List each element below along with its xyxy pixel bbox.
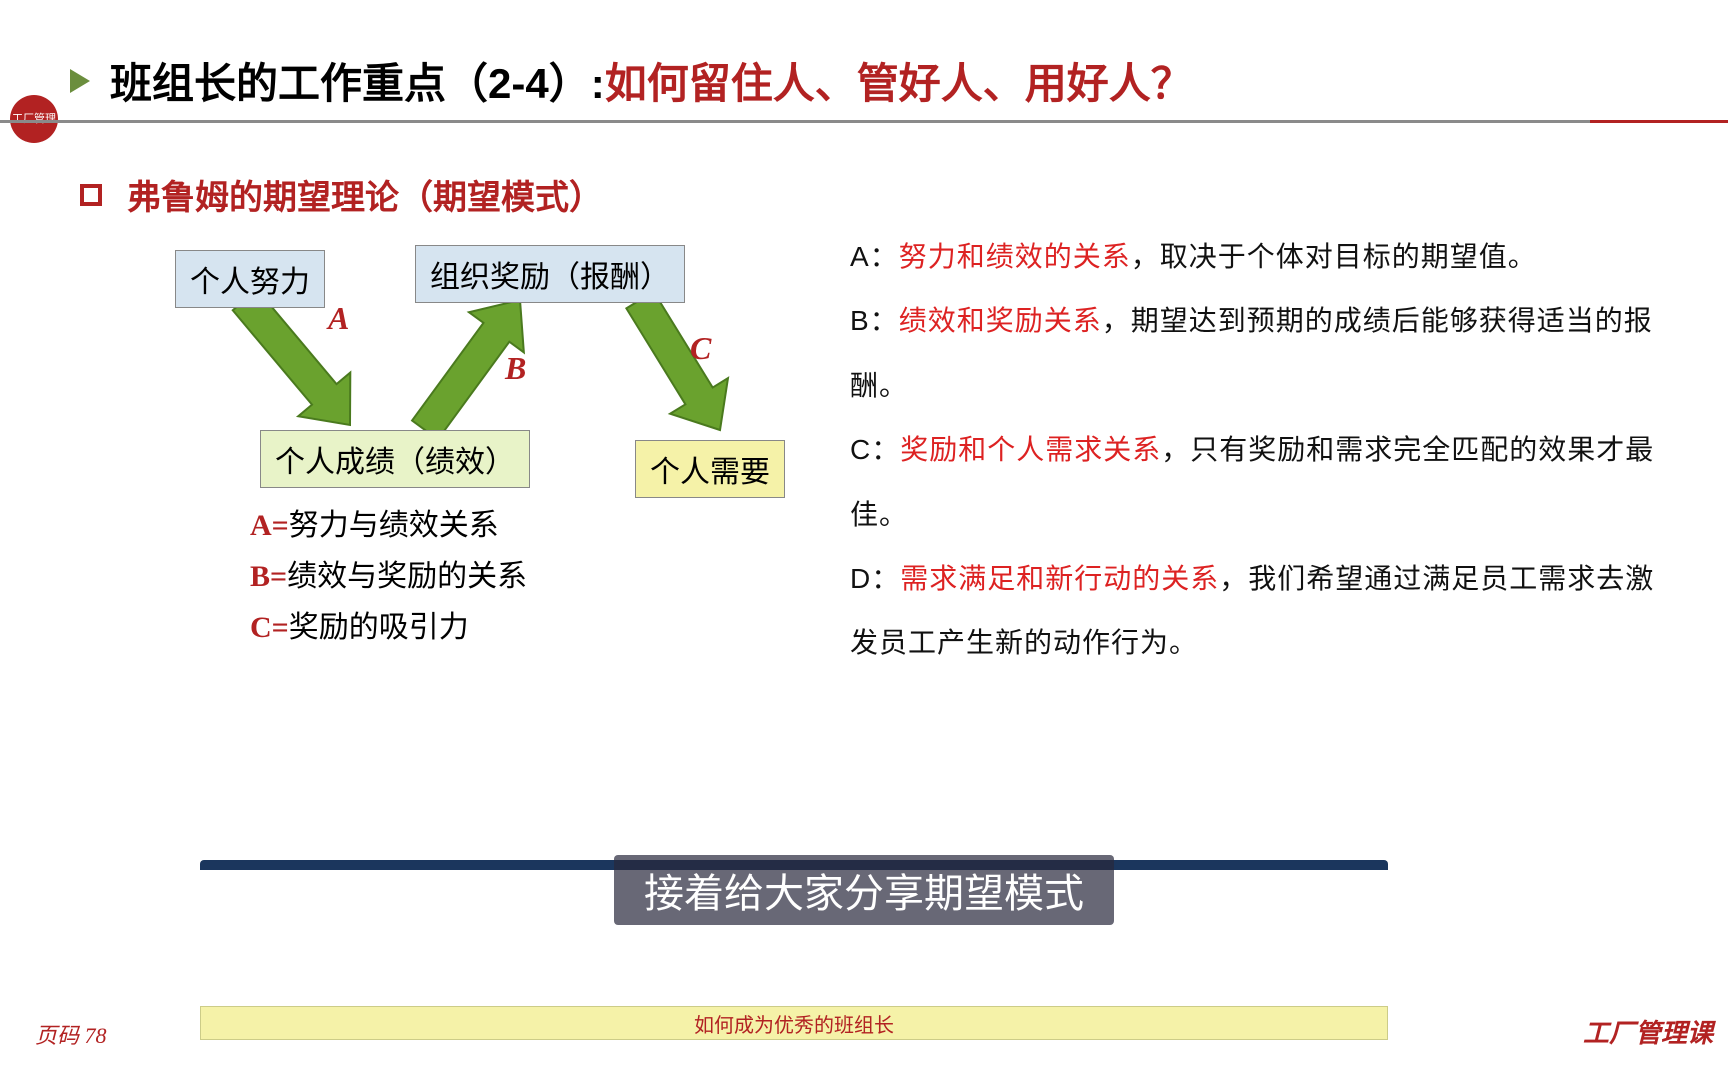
video-caption: 接着给大家分享期望模式 — [0, 855, 1728, 925]
diagram-node-reward: 组织奖励（报酬） — [415, 245, 685, 303]
diagram-node-effort: 个人努力 — [175, 250, 325, 308]
explanation-prefix: A： — [850, 241, 899, 272]
explanation-rest: ，取决于个体对目标的期望值。 — [1131, 241, 1537, 272]
slide-title: 班组长的工作重点（2-4）: 如何留住人、管好人、用好人？ — [70, 50, 1193, 111]
footer-text: 如何成为优秀的班组长 — [694, 1009, 894, 1038]
legend-key: C= — [250, 611, 289, 644]
square-bullet-icon — [80, 184, 102, 206]
explanation-item: C：奖励和个人需求关系，只有奖励和需求完全匹配的效果才最佳。 — [850, 418, 1668, 547]
explanation-prefix: C： — [850, 434, 900, 465]
explanation-prefix: B： — [850, 305, 899, 336]
diagram-node-need: 个人需要 — [635, 440, 785, 498]
legend-row: A=努力与绩效关系 — [250, 500, 527, 551]
explanation-key: 需求满足和新行动的关系 — [900, 563, 1219, 594]
title-part-red: 如何留住人、管好人、用好人？ — [605, 50, 1193, 111]
divider-line — [0, 120, 1728, 123]
explanation-item: B：绩效和奖励关系，期望达到预期的成绩后能够获得适当的报酬。 — [850, 289, 1668, 418]
legend-value: 努力与绩效关系 — [289, 509, 499, 542]
legend-value: 奖励的吸引力 — [289, 611, 469, 644]
legend-key: B= — [250, 560, 287, 593]
explanation-key: 奖励和个人需求关系 — [900, 434, 1161, 465]
arrow-label-c: C — [690, 330, 711, 367]
explanation-list: A：努力和绩效的关系，取决于个体对目标的期望值。B：绩效和奖励关系，期望达到预期… — [850, 225, 1668, 676]
expectancy-diagram: ABC个人努力组织奖励（报酬）个人成绩（绩效）个人需要 — [80, 230, 820, 530]
slide: 班组长的工作重点（2-4）: 如何留住人、管好人、用好人？ 工厂管理 弗鲁姆的期… — [0, 0, 1728, 1080]
legend-row: C=奖励的吸引力 — [250, 602, 527, 653]
explanation-key: 绩效和奖励关系 — [899, 305, 1102, 336]
explanation-key: 努力和绩效的关系 — [899, 241, 1131, 272]
legend-value: 绩效与奖励的关系 — [287, 560, 527, 593]
diagram-node-perf: 个人成绩（绩效） — [260, 430, 530, 488]
brand-logo-icon: 工厂管理 — [10, 95, 58, 143]
explanation-prefix: D： — [850, 563, 900, 594]
course-tag: 工厂管理课 — [1583, 1013, 1713, 1050]
explanation-item: A：努力和绩效的关系，取决于个体对目标的期望值。 — [850, 225, 1668, 289]
caption-text: 接着给大家分享期望模式 — [644, 872, 1084, 916]
logo-text: 工厂管理 — [12, 113, 56, 125]
section-heading-text: 弗鲁姆的期望理论（期望模式） — [127, 170, 603, 219]
page-number: 页码 78 — [35, 1018, 107, 1050]
legend-row: B=绩效与奖励的关系 — [250, 551, 527, 602]
diagram-legend: A=努力与绩效关系B=绩效与奖励的关系C=奖励的吸引力 — [250, 500, 527, 653]
legend-key: A= — [250, 509, 289, 542]
section-heading: 弗鲁姆的期望理论（期望模式） — [80, 170, 603, 219]
footer-bar: 如何成为优秀的班组长 — [200, 1006, 1388, 1040]
chevron-icon — [70, 69, 90, 93]
explanation-item: D：需求满足和新行动的关系，我们希望通过满足员工需求去激发员工产生新的动作行为。 — [850, 547, 1668, 676]
title-part-black: 班组长的工作重点（2-4）: — [110, 50, 605, 111]
